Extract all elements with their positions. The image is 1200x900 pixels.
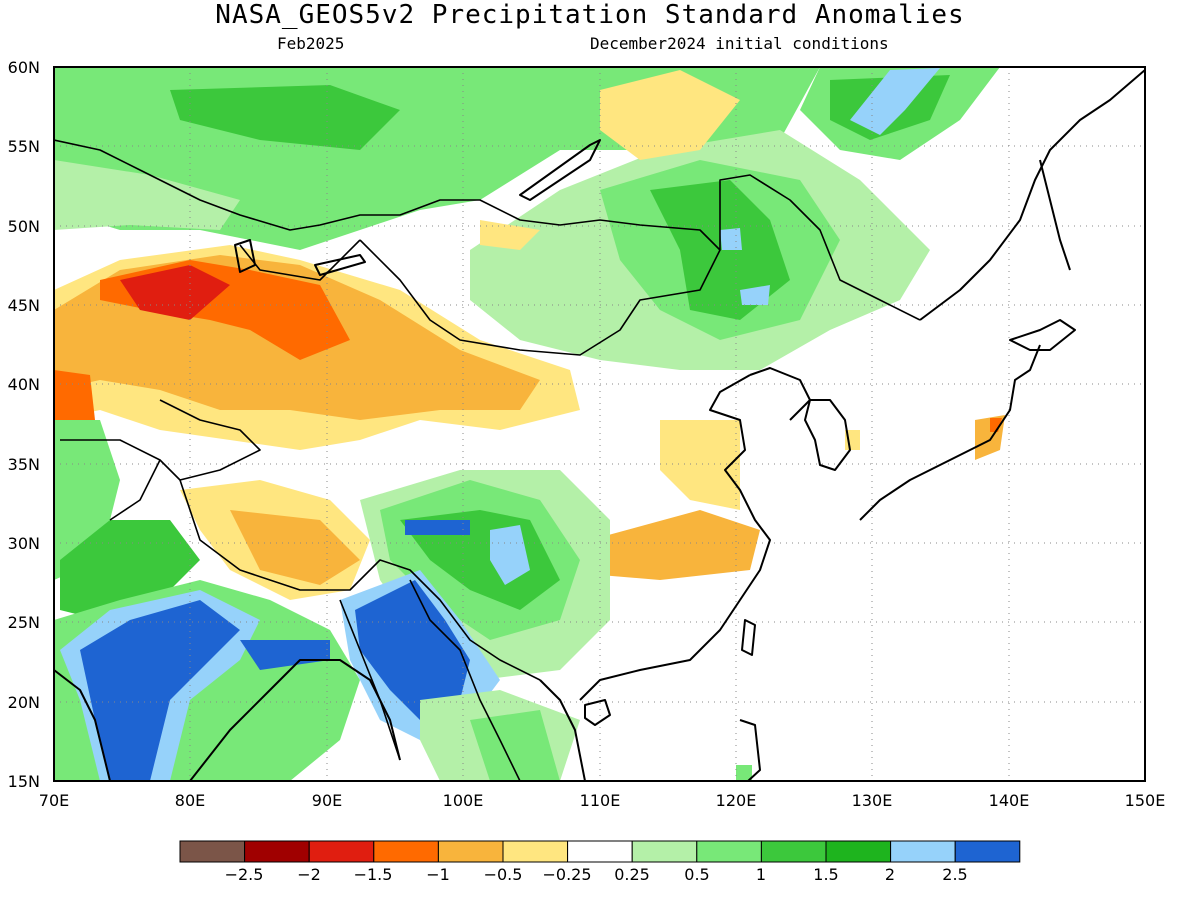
forecast-month: Feb2025 xyxy=(277,34,345,53)
colorbar-label: −2.5 xyxy=(225,865,264,884)
coastline xyxy=(741,619,756,656)
colorbar-swatch xyxy=(567,840,633,863)
anomaly-region xyxy=(740,285,770,305)
colorbar-label: −0.25 xyxy=(542,865,591,884)
colorbar-swatch xyxy=(631,840,698,863)
lat-tick-label: 15N xyxy=(8,772,40,791)
anomaly-region xyxy=(470,710,560,781)
lon-tick-label: 70E xyxy=(39,791,69,810)
coastline xyxy=(749,367,811,421)
colorbar-label: 2 xyxy=(885,865,895,884)
colorbar-swatch xyxy=(437,840,504,863)
colorbar-label: 0.5 xyxy=(684,865,709,884)
lon-tick-label: 90E xyxy=(312,791,342,810)
border xyxy=(239,239,361,281)
border xyxy=(179,479,541,681)
anomaly-region xyxy=(120,265,230,320)
colorbar-swatch xyxy=(244,840,310,863)
lat-tick-label: 30N xyxy=(8,534,40,553)
colorbar-swatch xyxy=(179,840,246,863)
coastline xyxy=(579,374,771,701)
country-borders xyxy=(54,139,921,781)
anomaly-region xyxy=(480,220,540,250)
gridlines xyxy=(54,67,1145,781)
anomaly-region xyxy=(720,228,742,250)
coastline xyxy=(919,69,1145,321)
lon-tick-label: 110E xyxy=(580,791,621,810)
colorbar-label: −0.5 xyxy=(484,865,523,884)
colorbar-swatch xyxy=(954,840,1021,863)
anomaly-region xyxy=(600,70,740,160)
colorbar-label: −1.5 xyxy=(354,865,393,884)
anomaly-region xyxy=(590,510,760,580)
lat-axis: 60N 55N 50N 45N 40N 35N 30N 25N 20N 15N xyxy=(8,58,40,791)
colorbar-swatch xyxy=(760,840,827,863)
colorbar-swatch xyxy=(696,840,762,863)
map-title: NASA_GEOS5v2 Precipitation Standard Anom… xyxy=(215,0,965,30)
border xyxy=(339,599,401,761)
lon-tick-label: 80E xyxy=(175,791,205,810)
colorbar-label: −1 xyxy=(426,865,450,884)
coastline xyxy=(739,719,761,781)
anomaly-field xyxy=(54,67,1005,781)
lon-tick-label: 150E xyxy=(1125,791,1166,810)
colorbar-label: 1 xyxy=(756,865,766,884)
colorbar-swatch xyxy=(373,840,439,863)
lat-tick-label: 45N xyxy=(8,296,40,315)
plot-frame xyxy=(53,66,1146,782)
lon-tick-label: 120E xyxy=(716,791,757,810)
anomaly-region xyxy=(54,160,240,230)
coastline xyxy=(804,399,851,471)
colorbar-label: 2.5 xyxy=(942,865,967,884)
coastline xyxy=(314,254,366,276)
coastline xyxy=(54,669,111,781)
border xyxy=(409,579,521,781)
anomaly-region xyxy=(355,580,470,720)
colorbar-label: 1.5 xyxy=(813,865,838,884)
colorbar: −2.5 −2 −1.5 −1 −0.5 −0.25 0.25 0.5 1 1.… xyxy=(179,840,1021,884)
lat-tick-label: 55N xyxy=(8,137,40,156)
colorbar-swatch xyxy=(502,840,569,863)
anomaly-region xyxy=(405,520,470,535)
anomaly-region xyxy=(240,640,330,670)
anomaly-region xyxy=(80,600,240,781)
border xyxy=(359,239,721,356)
anomaly-region xyxy=(736,765,752,781)
border xyxy=(60,439,161,521)
lat-tick-label: 60N xyxy=(8,58,40,77)
colorbar-swatches xyxy=(179,840,1021,863)
lat-tick-label: 35N xyxy=(8,455,40,474)
coastline xyxy=(539,679,586,781)
coastline xyxy=(519,139,601,201)
lon-tick-label: 100E xyxy=(443,791,484,810)
lon-axis: 70E 80E 90E 100E 110E 120E 130E 140E 150… xyxy=(39,791,1166,810)
anomaly-region xyxy=(990,418,1002,432)
coastline xyxy=(1039,159,1071,271)
colorbar-swatch xyxy=(890,840,956,863)
lat-tick-label: 40N xyxy=(8,375,40,394)
colorbar-swatch xyxy=(825,840,892,863)
lon-tick-label: 140E xyxy=(989,791,1030,810)
initial-conditions: December2024 initial conditions xyxy=(590,34,889,53)
coastline xyxy=(189,659,401,781)
anomaly-region xyxy=(660,420,740,510)
anomaly-region xyxy=(850,68,940,135)
coastline xyxy=(584,699,611,726)
lat-tick-label: 20N xyxy=(8,693,40,712)
colorbar-label: 0.25 xyxy=(614,865,650,884)
lon-tick-label: 130E xyxy=(852,791,893,810)
lat-tick-label: 50N xyxy=(8,217,40,236)
coastline xyxy=(859,344,1041,521)
border xyxy=(54,139,921,321)
anomaly-region xyxy=(54,370,95,430)
lat-tick-label: 25N xyxy=(8,613,40,632)
colorbar-swatch xyxy=(308,840,375,863)
anomaly-region xyxy=(490,525,530,585)
colorbar-label: −2 xyxy=(297,865,321,884)
anomaly-region xyxy=(170,85,400,150)
colorbar-labels: −2.5 −2 −1.5 −1 −0.5 −0.25 0.25 0.5 1 1.… xyxy=(225,865,968,884)
coastline xyxy=(1009,319,1076,351)
anomaly-region xyxy=(230,510,360,585)
